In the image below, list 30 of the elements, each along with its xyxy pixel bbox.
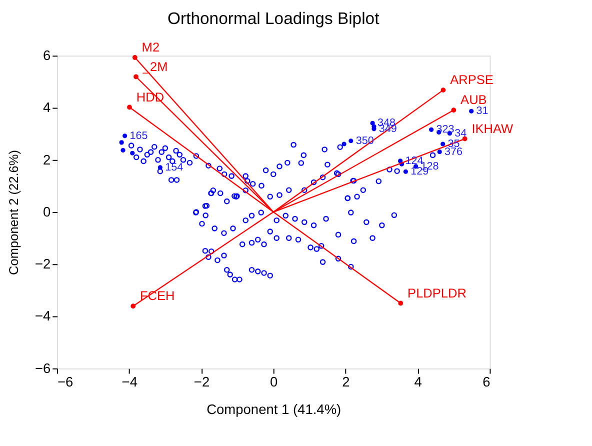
series-label: M2 xyxy=(142,40,160,55)
y-tick-label: 6 xyxy=(42,48,51,64)
x-axis-title: Component 1 (41.4%) xyxy=(206,402,342,418)
chart-title: Orthonormal Loadings Biplot xyxy=(168,9,380,28)
y-tick-label: 0 xyxy=(42,204,51,220)
x-tick-label: 4 xyxy=(414,374,422,390)
y-axis-title: Component 2 (22.6%) xyxy=(6,150,22,275)
annotation: 323 xyxy=(436,124,454,136)
x-tick-label: −2 xyxy=(194,374,210,390)
y-tick-label: −6 xyxy=(34,360,51,376)
y-tick-label: −4 xyxy=(34,308,51,324)
x-tick-label: −4 xyxy=(122,374,138,390)
series-label: ARPSE xyxy=(450,72,494,88)
x-tick-label: 2 xyxy=(342,374,350,390)
series-label: IKHAW xyxy=(472,120,514,136)
x-tick-label: 6 xyxy=(482,374,491,390)
y-tick-label: 2 xyxy=(42,152,51,168)
annotation: 350 xyxy=(356,134,374,147)
x-tick-label: 0 xyxy=(270,374,278,390)
series-label: PLDPLDR xyxy=(408,285,466,300)
y-tick-label: 4 xyxy=(42,100,51,116)
y-tick-label: −2 xyxy=(34,256,51,272)
annotation: 31 xyxy=(476,105,488,118)
annotation: 154 xyxy=(165,161,184,174)
x-tick-label: −6 xyxy=(58,374,74,390)
annotation: 34 xyxy=(454,127,467,140)
series-label: _2M xyxy=(142,58,168,74)
annotation: 124 xyxy=(405,154,424,167)
series-label: AUB xyxy=(460,92,487,108)
annotation: 165 xyxy=(130,130,148,142)
